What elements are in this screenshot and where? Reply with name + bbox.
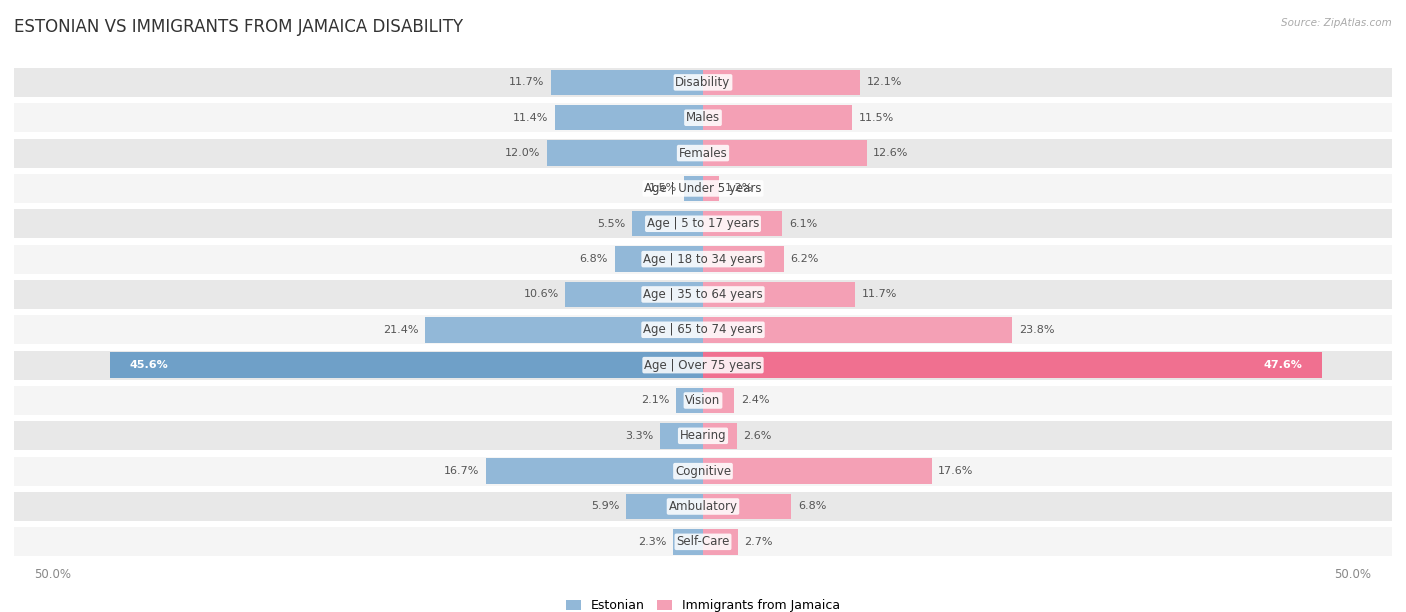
- Bar: [0, 280, 1406, 309]
- Bar: [486, 458, 703, 484]
- Bar: [703, 105, 852, 130]
- Text: 2.7%: 2.7%: [745, 537, 773, 547]
- Bar: [703, 458, 932, 484]
- Bar: [703, 423, 737, 449]
- Bar: [0, 315, 1406, 345]
- Bar: [703, 176, 718, 201]
- Bar: [703, 70, 860, 95]
- Bar: [703, 388, 734, 413]
- Bar: [683, 176, 703, 201]
- Text: Disability: Disability: [675, 76, 731, 89]
- Bar: [547, 140, 703, 166]
- Bar: [631, 211, 703, 236]
- Bar: [703, 353, 1322, 378]
- Bar: [676, 388, 703, 413]
- Text: 2.3%: 2.3%: [638, 537, 666, 547]
- Bar: [659, 423, 703, 449]
- Bar: [614, 247, 703, 272]
- Bar: [703, 140, 866, 166]
- Text: 16.7%: 16.7%: [444, 466, 479, 476]
- Bar: [565, 282, 703, 307]
- Bar: [425, 317, 703, 343]
- Text: Ambulatory: Ambulatory: [668, 500, 738, 513]
- Text: 12.1%: 12.1%: [866, 77, 903, 88]
- Text: Hearing: Hearing: [679, 429, 727, 442]
- Bar: [673, 529, 703, 554]
- Bar: [0, 138, 1406, 168]
- Text: 11.7%: 11.7%: [862, 289, 897, 299]
- Text: 6.8%: 6.8%: [579, 254, 609, 264]
- Text: Age | 35 to 64 years: Age | 35 to 64 years: [643, 288, 763, 301]
- Text: ESTONIAN VS IMMIGRANTS FROM JAMAICA DISABILITY: ESTONIAN VS IMMIGRANTS FROM JAMAICA DISA…: [14, 18, 463, 36]
- Bar: [555, 105, 703, 130]
- Bar: [703, 529, 738, 554]
- Text: Age | Over 75 years: Age | Over 75 years: [644, 359, 762, 371]
- Bar: [703, 247, 783, 272]
- Text: 1.2%: 1.2%: [725, 184, 754, 193]
- Bar: [626, 494, 703, 519]
- Text: 10.6%: 10.6%: [523, 289, 558, 299]
- Text: 2.6%: 2.6%: [744, 431, 772, 441]
- Text: 11.4%: 11.4%: [513, 113, 548, 123]
- Text: Source: ZipAtlas.com: Source: ZipAtlas.com: [1281, 18, 1392, 28]
- Text: 12.0%: 12.0%: [505, 148, 540, 158]
- Text: 45.6%: 45.6%: [129, 360, 169, 370]
- Text: 2.1%: 2.1%: [641, 395, 669, 406]
- Text: 3.3%: 3.3%: [626, 431, 654, 441]
- Bar: [0, 421, 1406, 450]
- Bar: [0, 492, 1406, 521]
- Text: 5.5%: 5.5%: [596, 218, 626, 229]
- Legend: Estonian, Immigrants from Jamaica: Estonian, Immigrants from Jamaica: [561, 594, 845, 612]
- Text: 47.6%: 47.6%: [1264, 360, 1302, 370]
- Text: 21.4%: 21.4%: [382, 325, 419, 335]
- Bar: [703, 211, 782, 236]
- Bar: [0, 386, 1406, 415]
- Bar: [0, 209, 1406, 238]
- Text: Cognitive: Cognitive: [675, 465, 731, 477]
- Bar: [0, 174, 1406, 203]
- Text: 6.1%: 6.1%: [789, 218, 817, 229]
- Text: Age | 65 to 74 years: Age | 65 to 74 years: [643, 323, 763, 336]
- Bar: [0, 528, 1406, 556]
- Text: 2.4%: 2.4%: [741, 395, 769, 406]
- Bar: [703, 317, 1012, 343]
- Text: Vision: Vision: [685, 394, 721, 407]
- Text: Self-Care: Self-Care: [676, 536, 730, 548]
- Bar: [0, 245, 1406, 274]
- Bar: [110, 353, 703, 378]
- Bar: [0, 103, 1406, 132]
- Text: Age | Under 5 years: Age | Under 5 years: [644, 182, 762, 195]
- Text: 12.6%: 12.6%: [873, 148, 908, 158]
- Bar: [0, 351, 1406, 379]
- Text: Males: Males: [686, 111, 720, 124]
- Text: 1.5%: 1.5%: [648, 184, 678, 193]
- Text: 5.9%: 5.9%: [592, 501, 620, 512]
- Text: Females: Females: [679, 147, 727, 160]
- Bar: [703, 494, 792, 519]
- Text: 11.5%: 11.5%: [859, 113, 894, 123]
- Text: 6.2%: 6.2%: [790, 254, 818, 264]
- Bar: [703, 282, 855, 307]
- Bar: [551, 70, 703, 95]
- Text: Age | 5 to 17 years: Age | 5 to 17 years: [647, 217, 759, 230]
- Text: Age | 18 to 34 years: Age | 18 to 34 years: [643, 253, 763, 266]
- Bar: [0, 457, 1406, 486]
- Text: 23.8%: 23.8%: [1019, 325, 1054, 335]
- Text: 6.8%: 6.8%: [797, 501, 827, 512]
- Text: 11.7%: 11.7%: [509, 77, 544, 88]
- Text: 17.6%: 17.6%: [938, 466, 973, 476]
- Bar: [0, 68, 1406, 97]
